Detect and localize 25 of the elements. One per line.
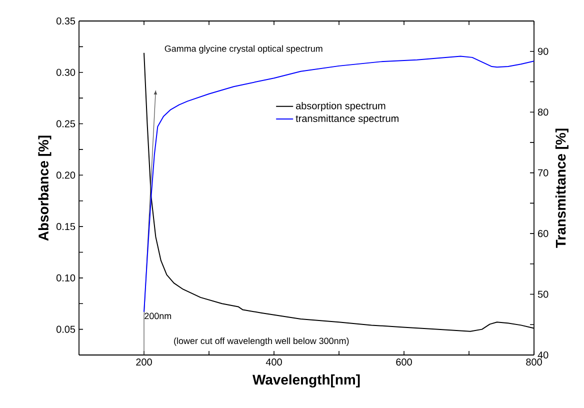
y2-tick-label: 80 [538, 108, 548, 116]
y-tick-label: 0.15 [56, 223, 76, 230]
y-tick-label: 0.30 [56, 68, 76, 76]
y2-tick-label: 70 [538, 169, 548, 176]
y-tick-label: 0.25 [56, 120, 76, 128]
y-tick-label: 0.35 [56, 17, 76, 25]
y-axis-title: Absorbance [%] [38, 136, 52, 241]
y-tick-label: 0.05 [56, 326, 76, 333]
x-tick-label: 200 [136, 358, 152, 366]
x-axis-title: Wavelength[nm] [252, 374, 360, 388]
annotation: 200nm [144, 312, 172, 320]
y2-axis-title: Transmittance [%] [555, 128, 568, 248]
y2-tick-label: 90 [538, 48, 548, 55]
text: Gamma glycine crystal optical spectrum [164, 45, 322, 54]
legend-label: absorption spectrum [296, 102, 386, 112]
y2-tick-label: 50 [538, 290, 548, 298]
y2-tick-label: 40 [538, 351, 548, 359]
y2-tick-label: 60 [538, 230, 548, 238]
x-tick-label: 400 [266, 358, 282, 366]
legend-label: transmittance spectrum [296, 114, 398, 124]
annotation: (lower cut off wavelength well below 300nm) [174, 337, 349, 346]
y-tick-label: 0.10 [56, 274, 76, 282]
x-tick-label: 600 [396, 358, 412, 366]
y-tick-label: 0.20 [56, 172, 76, 179]
x-tick-label: 800 [526, 358, 542, 366]
